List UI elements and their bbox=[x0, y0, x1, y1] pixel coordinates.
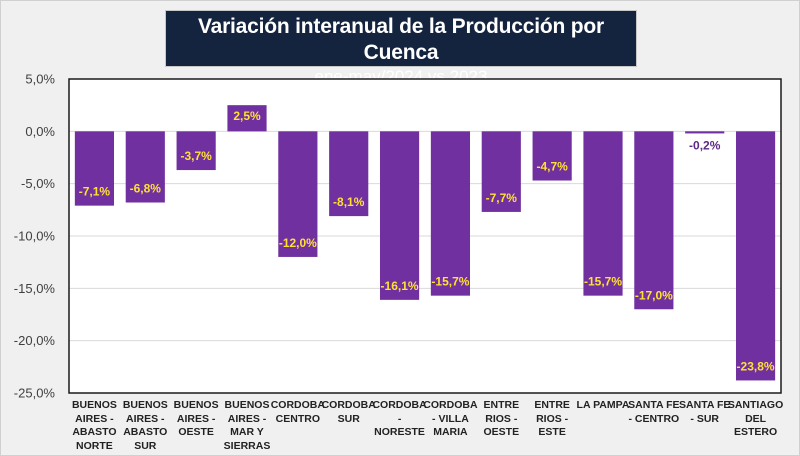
chart-title: Variación interanual de la Producción po… bbox=[197, 15, 605, 64]
x-category-label: ENTRE RIOS - OESTE bbox=[473, 399, 529, 440]
x-category-label-line: SUR bbox=[337, 412, 360, 425]
data-label: -7,1% bbox=[79, 185, 111, 199]
bar bbox=[634, 131, 674, 310]
data-label: -17,0% bbox=[635, 288, 673, 302]
x-category-label: BUENOS AIRES - ABASTO NORTE bbox=[66, 399, 122, 453]
x-category-label-line: CORDOBA bbox=[372, 399, 427, 411]
bar bbox=[329, 131, 369, 217]
bar bbox=[74, 131, 115, 206]
bar bbox=[379, 131, 420, 300]
data-label: -7,7% bbox=[486, 191, 518, 205]
x-category-label-line: SANTA FE bbox=[679, 399, 731, 411]
bar bbox=[278, 131, 318, 257]
x-category-label: SANTA FE - CENTRO bbox=[626, 399, 682, 426]
y-axis-ticks: 5,0% 0,0% -5,0% -10,0% -15,0% -20,0% -25,0% bbox=[14, 72, 56, 401]
data-label: -8,1% bbox=[333, 195, 365, 209]
y-tick-label: 0,0% bbox=[25, 124, 55, 139]
x-category-label-line: BUENOS bbox=[173, 399, 219, 411]
data-label: -4,7% bbox=[536, 160, 568, 174]
x-category-label-line: SIERRAS bbox=[223, 439, 271, 452]
x-category-label-line: BUENOS bbox=[224, 399, 270, 411]
x-category-label: CORDOBA CENTRO bbox=[270, 399, 326, 426]
x-category-label: BUENOS AIRES - MAR Y SIERRAS bbox=[219, 399, 275, 453]
x-category-label-line: LA PAMPA bbox=[576, 399, 630, 411]
x-category-label: SANTIAGO DEL ESTERO bbox=[728, 399, 784, 440]
data-label: -23,8% bbox=[737, 359, 775, 373]
bar bbox=[735, 131, 776, 381]
data-label: -6,8% bbox=[130, 182, 162, 196]
x-category-label-line: ENTRE bbox=[483, 399, 520, 411]
x-category-label-line: CORDOBA bbox=[423, 399, 478, 411]
x-category-label-line: OESTE bbox=[483, 426, 520, 438]
x-category-label: BUENOS AIRES - ABASTO SUR bbox=[117, 399, 173, 453]
x-category-label-line: AIRES - bbox=[176, 412, 216, 425]
data-label: -12,0% bbox=[279, 236, 317, 250]
x-category-label-line: AIRES - bbox=[227, 412, 267, 425]
x-category-label-line: RIOS - bbox=[536, 412, 569, 425]
x-category-label: BUENOS AIRES - OESTE bbox=[168, 399, 224, 440]
x-category-label-line: ABASTO bbox=[72, 426, 117, 438]
x-category-label-line: - NORESTE bbox=[374, 412, 425, 439]
data-label: -16,1% bbox=[381, 279, 419, 293]
x-category-label-line: AIRES - bbox=[126, 412, 165, 425]
x-category-label-line: NORTE bbox=[76, 439, 113, 452]
x-category-label-line: MARIA bbox=[433, 426, 468, 438]
data-labels: -7,1% -6,8% -3,7% 2,5% -12,0% -8,1% -16,1% -15,… bbox=[79, 109, 775, 373]
bar bbox=[176, 131, 216, 171]
y-tick-label: -15,0% bbox=[14, 281, 56, 296]
y-tick-label: -25,0% bbox=[14, 386, 56, 401]
x-category-label-line: BUENOS bbox=[71, 399, 117, 411]
data-label: -15,7% bbox=[431, 275, 469, 289]
bar bbox=[685, 131, 725, 134]
x-category-label: CORDOBA - NORESTE bbox=[372, 399, 428, 440]
x-category-label-line: CENTRO bbox=[275, 412, 321, 425]
x-category-label-line: - CENTRO bbox=[628, 412, 680, 425]
x-category-label-line: ESTE bbox=[538, 426, 566, 438]
x-category-label-line: RIOS - bbox=[485, 412, 518, 425]
bar bbox=[583, 131, 623, 296]
x-category-label-line: ESTERO bbox=[733, 426, 778, 438]
x-category-label-line: AIRES - bbox=[75, 412, 114, 425]
y-tick-label: -20,0% bbox=[14, 333, 56, 348]
x-category-label-line: BUENOS bbox=[122, 399, 168, 411]
x-category-label-line: OESTE bbox=[178, 426, 214, 438]
x-category-label-line: - SUR bbox=[690, 412, 719, 425]
x-category-label-line: - VILLA bbox=[432, 412, 469, 425]
x-category-label-line: ABASTO bbox=[123, 426, 168, 438]
x-category-label-line: CORDOBA bbox=[270, 399, 325, 411]
y-tick-label: -5,0% bbox=[21, 176, 55, 191]
bar bbox=[430, 131, 471, 296]
data-label: -0,2% bbox=[689, 138, 721, 152]
x-category-label: SANTA FE - SUR bbox=[677, 399, 733, 426]
bar bbox=[532, 131, 572, 181]
x-category-label-line: SANTIAGO bbox=[727, 399, 784, 411]
bar bbox=[125, 131, 165, 203]
x-category-label-line: CORDOBA bbox=[321, 399, 376, 411]
x-category-label-line: MAR Y bbox=[230, 426, 264, 438]
x-category-label: LA PAMPA bbox=[575, 399, 631, 413]
bar bbox=[227, 105, 267, 132]
x-category-label: CORDOBA SUR bbox=[321, 399, 377, 426]
data-label: 2,5% bbox=[233, 109, 261, 123]
y-tick-label: -10,0% bbox=[14, 229, 56, 244]
bars bbox=[74, 105, 776, 381]
y-tick-label: 5,0% bbox=[25, 72, 55, 87]
x-category-label-line: SUR bbox=[134, 439, 157, 452]
x-category-label-line: DEL bbox=[745, 412, 767, 425]
x-category-label-line: ENTRE bbox=[534, 399, 570, 411]
data-label: -3,7% bbox=[180, 149, 212, 163]
x-category-label-line: SANTA FE bbox=[628, 399, 680, 411]
x-category-label: ENTRE RIOS - ESTE bbox=[524, 399, 580, 440]
data-label: -15,7% bbox=[584, 275, 622, 289]
x-category-label: CORDOBA - VILLA MARIA bbox=[422, 399, 478, 440]
plot-border bbox=[68, 78, 782, 394]
bar bbox=[481, 131, 521, 212]
